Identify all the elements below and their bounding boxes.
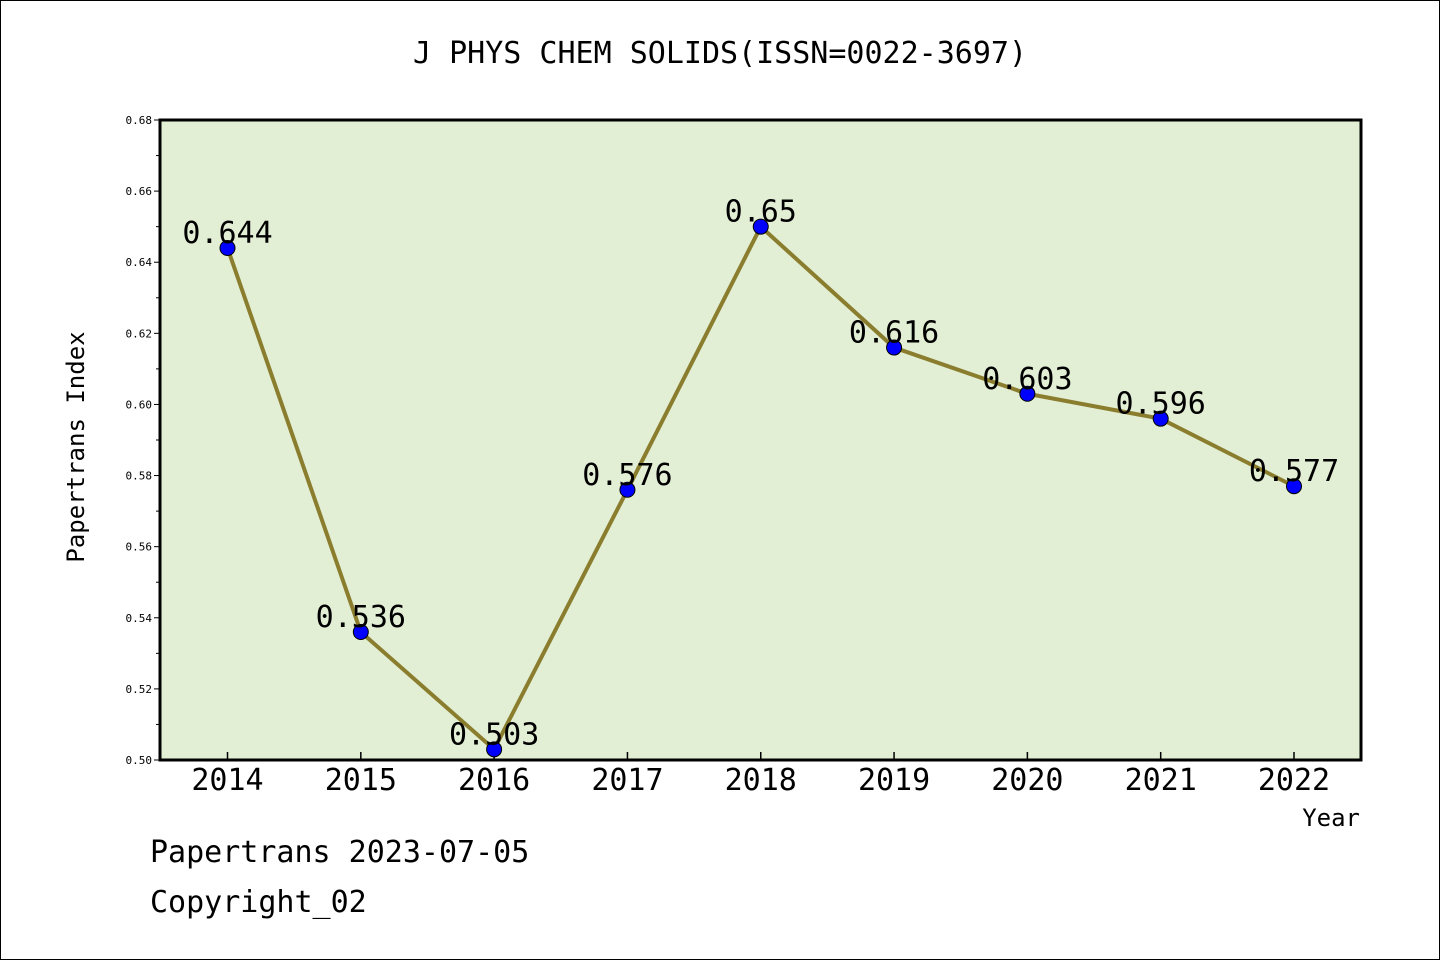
y-tick-label: 0.62 — [126, 327, 153, 340]
series-group: 0.644 0.536 0.503 0.576 0.65 0.616 0.603 0.596 0… — [182, 195, 1339, 758]
y-tick-label: 0.68 — [126, 114, 153, 127]
x-tick-label: 2020 — [991, 763, 1063, 798]
x-tick-label: 2017 — [591, 763, 663, 798]
data-point — [1019, 385, 1036, 402]
y-axis: 0.50 0.52 0.54 0.56 0.58 0.60 0.62 0.64 0.66 0.68 — [126, 114, 160, 767]
data-label: 0.576 — [582, 458, 672, 493]
y-tick-label: 0.50 — [126, 754, 153, 767]
data-label: 0.536 — [316, 600, 406, 635]
data-point — [752, 218, 769, 235]
data-label: 0.616 — [849, 316, 939, 351]
y-tick-label: 0.54 — [126, 612, 153, 625]
data-point — [219, 240, 236, 256]
y-tick-label: 0.56 — [126, 541, 153, 554]
y-tick-label: 0.52 — [126, 683, 153, 696]
data-label: 0.65 — [725, 195, 797, 230]
y-tick-label: 0.66 — [126, 185, 153, 198]
footer-copyright: Copyright_02 — [150, 885, 367, 920]
x-tick-label: 2019 — [858, 763, 930, 798]
data-point — [486, 741, 503, 758]
data-point — [1152, 410, 1169, 427]
x-tick-label: 2015 — [325, 763, 397, 798]
x-tick-label: 2018 — [725, 763, 797, 798]
chart-title: J PHYS CHEM SOLIDS(ISSN=0022-3697) — [412, 36, 1028, 71]
x-axis: 2014 2015 2016 2017 2018 2019 2020 2021 2022 — [191, 752, 1330, 798]
x-tick-label: 2014 — [191, 763, 263, 798]
footer-date: Papertrans 2023-07-05 — [150, 835, 530, 870]
y-axis-label: Papertrans Index — [62, 331, 90, 562]
y-tick-label: 0.64 — [126, 256, 153, 269]
data-label: 0.596 — [1116, 387, 1206, 422]
data-point — [1286, 478, 1302, 495]
y-tick-label: 0.60 — [126, 398, 153, 411]
data-label: 0.603 — [982, 362, 1072, 397]
x-tick-label: 2022 — [1258, 763, 1330, 798]
data-point — [886, 339, 903, 356]
data-label: 0.503 — [449, 717, 539, 752]
data-label: 0.644 — [182, 216, 272, 251]
x-tick-label: 2016 — [458, 763, 530, 798]
y-tick-label: 0.58 — [126, 470, 153, 483]
x-axis-label: Year — [1302, 804, 1360, 832]
data-label: 0.577 — [1249, 454, 1339, 489]
data-point — [352, 624, 369, 640]
data-point — [619, 481, 636, 498]
x-tick-label: 2021 — [1125, 763, 1197, 798]
